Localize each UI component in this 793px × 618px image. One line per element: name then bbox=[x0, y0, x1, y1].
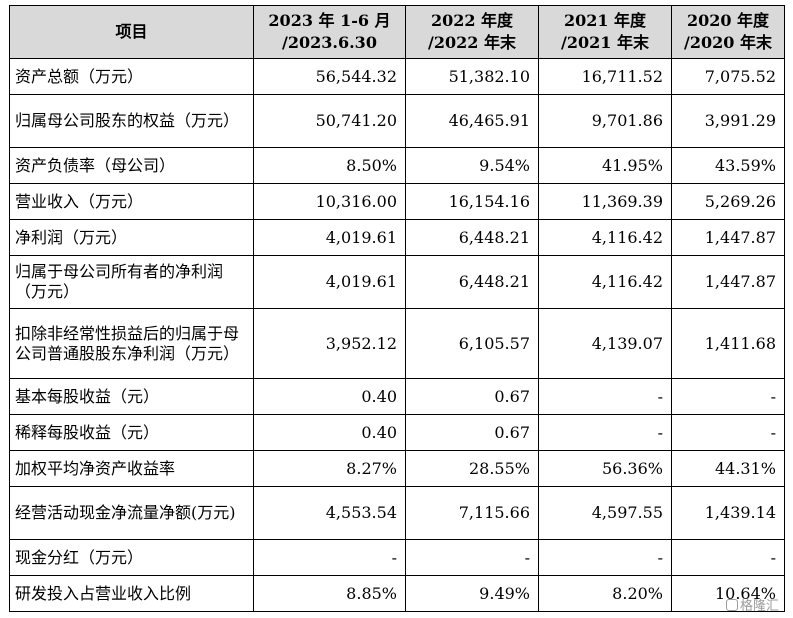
table-row: 基本每股收益（元） 0.40 0.67 - - bbox=[9, 378, 785, 415]
cell-value: - bbox=[671, 378, 785, 415]
cell-value: 8.27% bbox=[253, 450, 406, 487]
header-2023h1: 2023 年 1-6 月/2023.6.30 bbox=[253, 5, 406, 59]
row-label: 现金分红（万元） bbox=[9, 539, 254, 576]
row-label: 加权平均净资产收益率 bbox=[9, 450, 254, 487]
cell-value: 9.54% bbox=[405, 147, 539, 184]
cell-value: 5,269.26 bbox=[671, 183, 785, 220]
cell-value: 50,741.20 bbox=[253, 94, 406, 148]
cell-value: 41.95% bbox=[538, 147, 672, 184]
cell-value: 56.36% bbox=[538, 450, 672, 487]
row-label: 归属于母公司所有者的净利润（万元） bbox=[9, 255, 254, 309]
cell-value: 8.50% bbox=[253, 147, 406, 184]
table-row: 净利润（万元） 4,019.61 6,448.21 4,116.42 1,447… bbox=[9, 219, 785, 256]
cell-value: 11,369.39 bbox=[538, 183, 672, 220]
cell-value: - bbox=[538, 539, 672, 576]
row-label: 经营活动现金净流量净额(万元) bbox=[9, 486, 254, 540]
cell-value: 10.64% bbox=[671, 575, 785, 612]
table-row: 研发投入占营业收入比例 8.85% 9.49% 8.20% 10.64% bbox=[9, 575, 785, 612]
cell-value: 4,597.55 bbox=[538, 486, 672, 540]
cell-value: 6,105.57 bbox=[405, 308, 539, 379]
table-row: 经营活动现金净流量净额(万元) 4,553.54 7,115.66 4,597.… bbox=[9, 486, 785, 540]
row-label: 归属母公司股东的权益（万元） bbox=[9, 94, 254, 148]
cell-value: 4,116.42 bbox=[538, 255, 672, 309]
cell-value: - bbox=[253, 539, 406, 576]
cell-value: 51,382.10 bbox=[405, 58, 539, 95]
cell-value: 0.40 bbox=[253, 414, 406, 451]
financial-table-container: 项目 2023 年 1-6 月/2023.6.30 2022 年度/2022 年… bbox=[9, 5, 785, 612]
cell-value: - bbox=[405, 539, 539, 576]
cell-value: - bbox=[671, 414, 785, 451]
table-row: 资产总额（万元） 56,544.32 51,382.10 16,711.52 7… bbox=[9, 58, 785, 95]
cell-value: 56,544.32 bbox=[253, 58, 406, 95]
cell-value: 9,701.86 bbox=[538, 94, 672, 148]
cell-value: 0.67 bbox=[405, 414, 539, 451]
cell-value: 43.59% bbox=[671, 147, 785, 184]
table-row: 归属于母公司所有者的净利润（万元） 4,019.61 6,448.21 4,11… bbox=[9, 255, 785, 309]
row-label: 基本每股收益（元） bbox=[9, 378, 254, 415]
cell-value: 1,447.87 bbox=[671, 219, 785, 256]
table-row: 归属母公司股东的权益（万元） 50,741.20 46,465.91 9,701… bbox=[9, 94, 785, 148]
watermark-text: 格隆汇 bbox=[739, 599, 779, 614]
cell-value: 4,019.61 bbox=[253, 255, 406, 309]
table-row: 稀释每股收益（元） 0.40 0.67 - - bbox=[9, 414, 785, 451]
header-2022: 2022 年度/2022 年末 bbox=[405, 5, 539, 59]
cell-value: 10,316.00 bbox=[253, 183, 406, 220]
logo-icon bbox=[725, 598, 738, 611]
cell-value: 6,448.21 bbox=[405, 255, 539, 309]
cell-value: 3,952.12 bbox=[253, 308, 406, 379]
cell-value: 46,465.91 bbox=[405, 94, 539, 148]
cell-value: 1,439.14 bbox=[671, 486, 785, 540]
table-header-row: 项目 2023 年 1-6 月/2023.6.30 2022 年度/2022 年… bbox=[9, 5, 785, 59]
row-label: 研发投入占营业收入比例 bbox=[9, 575, 254, 612]
row-label: 扣除非经常性损益后的归属于母公司普通股股东净利润（万元） bbox=[9, 308, 254, 379]
table-row: 扣除非经常性损益后的归属于母公司普通股股东净利润（万元） 3,952.12 6,… bbox=[9, 308, 785, 379]
row-label: 净利润（万元） bbox=[9, 219, 254, 256]
cell-value: 9.49% bbox=[405, 575, 539, 612]
cell-value: 0.67 bbox=[405, 378, 539, 415]
cell-value: 4,116.42 bbox=[538, 219, 672, 256]
row-label: 稀释每股收益（元） bbox=[9, 414, 254, 451]
cell-value: - bbox=[538, 378, 672, 415]
cell-value: 1,411.68 bbox=[671, 308, 785, 379]
cell-value: 6,448.21 bbox=[405, 219, 539, 256]
header-item: 项目 bbox=[9, 5, 254, 59]
table-row: 加权平均净资产收益率 8.27% 28.55% 56.36% 44.31% bbox=[9, 450, 785, 487]
cell-value: 7,115.66 bbox=[405, 486, 539, 540]
row-label: 营业收入（万元） bbox=[9, 183, 254, 220]
watermark: 格隆汇 bbox=[725, 595, 779, 614]
table-row: 营业收入（万元） 10,316.00 16,154.16 11,369.39 5… bbox=[9, 183, 785, 220]
header-2021-text: 2021 年度/2021 年末 bbox=[561, 11, 649, 52]
cell-value: - bbox=[671, 539, 785, 576]
cell-value: 16,154.16 bbox=[405, 183, 539, 220]
cell-value: 4,553.54 bbox=[253, 486, 406, 540]
cell-value: 44.31% bbox=[671, 450, 785, 487]
cell-value: 4,139.07 bbox=[538, 308, 672, 379]
cell-value: 8.20% bbox=[538, 575, 672, 612]
cell-value: - bbox=[538, 414, 672, 451]
financial-summary-table: 项目 2023 年 1-6 月/2023.6.30 2022 年度/2022 年… bbox=[9, 5, 785, 612]
cell-value: 8.85% bbox=[253, 575, 406, 612]
table-row: 现金分红（万元） - - - - bbox=[9, 539, 785, 576]
cell-value: 1,447.87 bbox=[671, 255, 785, 309]
table-row: 资产负债率（母公司） 8.50% 9.54% 41.95% 43.59% bbox=[9, 147, 785, 184]
row-label: 资产总额（万元） bbox=[9, 58, 254, 95]
header-2021: 2021 年度/2021 年末 bbox=[538, 5, 672, 59]
cell-value: 28.55% bbox=[405, 450, 539, 487]
cell-value: 0.40 bbox=[253, 378, 406, 415]
cell-value: 4,019.61 bbox=[253, 219, 406, 256]
cell-value: 7,075.52 bbox=[671, 58, 785, 95]
row-label: 资产负债率（母公司） bbox=[9, 147, 254, 184]
header-2022-text: 2022 年度/2022 年末 bbox=[428, 11, 516, 52]
header-2020: 2020 年度/2020 年末 bbox=[671, 5, 785, 59]
header-2023h1-text: 2023 年 1-6 月/2023.6.30 bbox=[268, 11, 391, 52]
cell-value: 16,711.52 bbox=[538, 58, 672, 95]
cell-value: 3,991.29 bbox=[671, 94, 785, 148]
header-2020-text: 2020 年度/2020 年末 bbox=[684, 11, 772, 52]
